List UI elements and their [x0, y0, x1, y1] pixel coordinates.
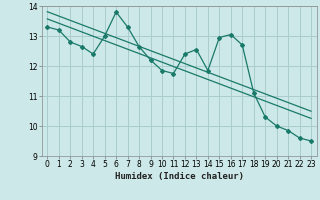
X-axis label: Humidex (Indice chaleur): Humidex (Indice chaleur) — [115, 172, 244, 181]
